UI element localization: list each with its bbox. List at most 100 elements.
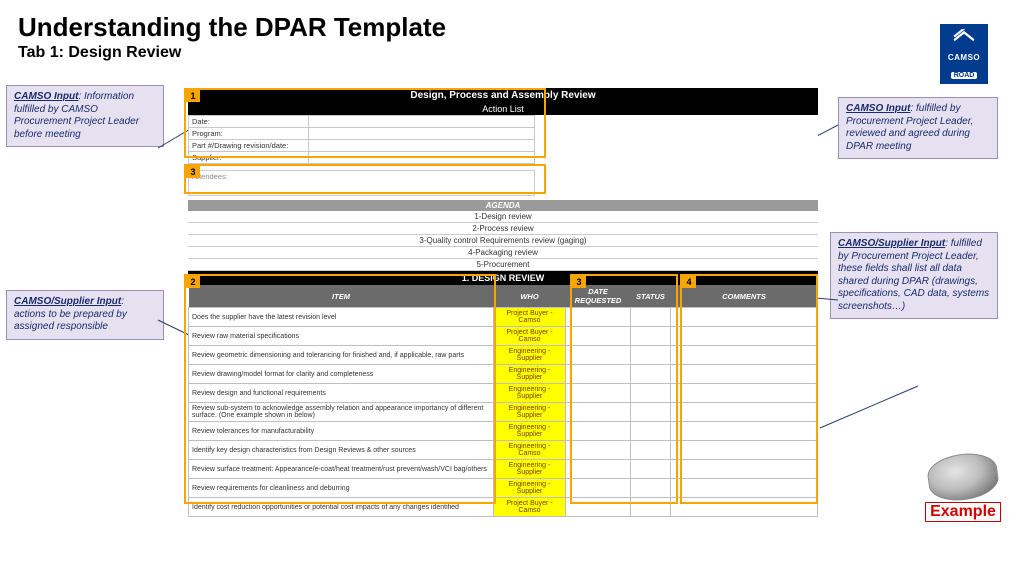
- cell-comments: [671, 346, 818, 365]
- cell-who: Engineering - Supplier: [494, 460, 566, 479]
- col-date: DATE REQUESTED: [566, 285, 631, 308]
- cell-date: [566, 422, 631, 441]
- cell-date: [566, 327, 631, 346]
- agenda-item: 2-Process review: [188, 223, 818, 235]
- cell-item: Does the supplier have the latest revisi…: [189, 308, 494, 327]
- badge-4: 4: [682, 276, 696, 288]
- dpar-document: Design, Process and Assembly Review Acti…: [188, 88, 818, 517]
- agenda-item: 3-Quality control Requirements review (g…: [188, 235, 818, 247]
- cell-who: Engineering - Supplier: [494, 479, 566, 498]
- table-row: Does the supplier have the latest revisi…: [189, 308, 818, 327]
- table-row: Review raw material specificationsProjec…: [189, 327, 818, 346]
- cell-date: [566, 479, 631, 498]
- cell-who: Engineering - Supplier: [494, 384, 566, 403]
- cell-who: Engineering - Supplier: [494, 365, 566, 384]
- cell-who: Engineering - Supplier: [494, 346, 566, 365]
- cell-date: [566, 498, 631, 517]
- col-comments: COMMENTS: [671, 285, 818, 308]
- example-label: Example: [925, 502, 1001, 522]
- cell-date: [566, 308, 631, 327]
- cell-comments: [671, 422, 818, 441]
- info-label: Date:: [189, 116, 309, 128]
- badge-3a: 3: [186, 166, 200, 178]
- cell-who: Engineering - Camso: [494, 441, 566, 460]
- cell-status: [631, 308, 671, 327]
- info-value: [309, 140, 535, 152]
- wheel-icon: [925, 449, 1001, 504]
- cell-who: Engineering - Supplier: [494, 422, 566, 441]
- info-value: [309, 116, 535, 128]
- cell-status: [631, 384, 671, 403]
- cell-who: Engineering - Supplier: [494, 403, 566, 422]
- cell-date: [566, 441, 631, 460]
- cell-item: Review design and functional requirement…: [189, 384, 494, 403]
- table-row: Identify cost reduction opportunities or…: [189, 498, 818, 517]
- col-item: ITEM: [189, 285, 494, 308]
- agenda-item: 4-Packaging review: [188, 247, 818, 259]
- cell-item: Review drawing/model format for clarity …: [189, 365, 494, 384]
- agenda-item: 1-Design review: [188, 211, 818, 223]
- cell-status: [631, 327, 671, 346]
- cell-item: Review requirements for cleanliness and …: [189, 479, 494, 498]
- table-row: Review surface treatment: Appearance/e-c…: [189, 460, 818, 479]
- cell-date: [566, 403, 631, 422]
- info-label: Part #/Drawing revision/date:: [189, 140, 309, 152]
- info-block: Date: Program: Part #/Drawing revision/d…: [188, 115, 535, 164]
- table-row: Review tolerances for manufacturabilityE…: [189, 422, 818, 441]
- doc-main-title: Design, Process and Assembly Review: [188, 88, 818, 103]
- design-review-table: ITEM WHO DATE REQUESTED STATUS COMMENTS …: [188, 285, 818, 517]
- cell-comments: [671, 327, 818, 346]
- col-status: STATUS: [631, 285, 671, 308]
- col-who: WHO: [494, 285, 566, 308]
- cell-comments: [671, 365, 818, 384]
- badge-2: 2: [186, 276, 200, 288]
- cell-status: [631, 460, 671, 479]
- example-thumbnail: Example: [908, 454, 1018, 522]
- cell-date: [566, 384, 631, 403]
- info-value: [309, 152, 535, 164]
- cell-item: Review surface treatment: Appearance/e-c…: [189, 460, 494, 479]
- cell-comments: [671, 403, 818, 422]
- cell-status: [631, 365, 671, 384]
- cell-status: [631, 498, 671, 517]
- table-row: Identify key design characteristics from…: [189, 441, 818, 460]
- cell-comments: [671, 441, 818, 460]
- cell-date: [566, 346, 631, 365]
- table-row: Review drawing/model format for clarity …: [189, 365, 818, 384]
- cell-comments: [671, 384, 818, 403]
- cell-date: [566, 460, 631, 479]
- cell-who: Project Buyer - Camso: [494, 308, 566, 327]
- badge-3b: 3: [572, 276, 586, 288]
- cell-who: Project Buyer - Camso: [494, 498, 566, 517]
- cell-item: Review geometric dimensioning and tolera…: [189, 346, 494, 365]
- table-header-row: ITEM WHO DATE REQUESTED STATUS COMMENTS: [189, 285, 818, 308]
- attendees-block: Attendees:: [188, 170, 535, 196]
- agenda-item: 5-Procurement: [188, 259, 818, 271]
- cell-status: [631, 346, 671, 365]
- cell-item: Identify key design characteristics from…: [189, 441, 494, 460]
- cell-comments: [671, 308, 818, 327]
- cell-item: Review sub-system to acknowledge assembl…: [189, 403, 494, 422]
- cell-who: Project Buyer - Camso: [494, 327, 566, 346]
- table-row: Review sub-system to acknowledge assembl…: [189, 403, 818, 422]
- cell-date: [566, 365, 631, 384]
- cell-comments: [671, 498, 818, 517]
- cell-status: [631, 403, 671, 422]
- design-review-section-header: 1. DESIGN REVIEW: [188, 271, 818, 285]
- cell-comments: [671, 460, 818, 479]
- badge-1: 1: [186, 90, 200, 102]
- doc-sub-title: Action List: [188, 103, 818, 115]
- info-value: [309, 128, 535, 140]
- agenda-header: AGENDA: [188, 200, 818, 211]
- cell-status: [631, 422, 671, 441]
- cell-item: Identify cost reduction opportunities or…: [189, 498, 494, 517]
- table-row: Review geometric dimensioning and tolera…: [189, 346, 818, 365]
- table-row: Review design and functional requirement…: [189, 384, 818, 403]
- cell-status: [631, 441, 671, 460]
- info-label: Program:: [189, 128, 309, 140]
- cell-comments: [671, 479, 818, 498]
- table-row: Review requirements for cleanliness and …: [189, 479, 818, 498]
- info-label: Supplier:: [189, 152, 309, 164]
- cell-status: [631, 479, 671, 498]
- cell-item: Review raw material specifications: [189, 327, 494, 346]
